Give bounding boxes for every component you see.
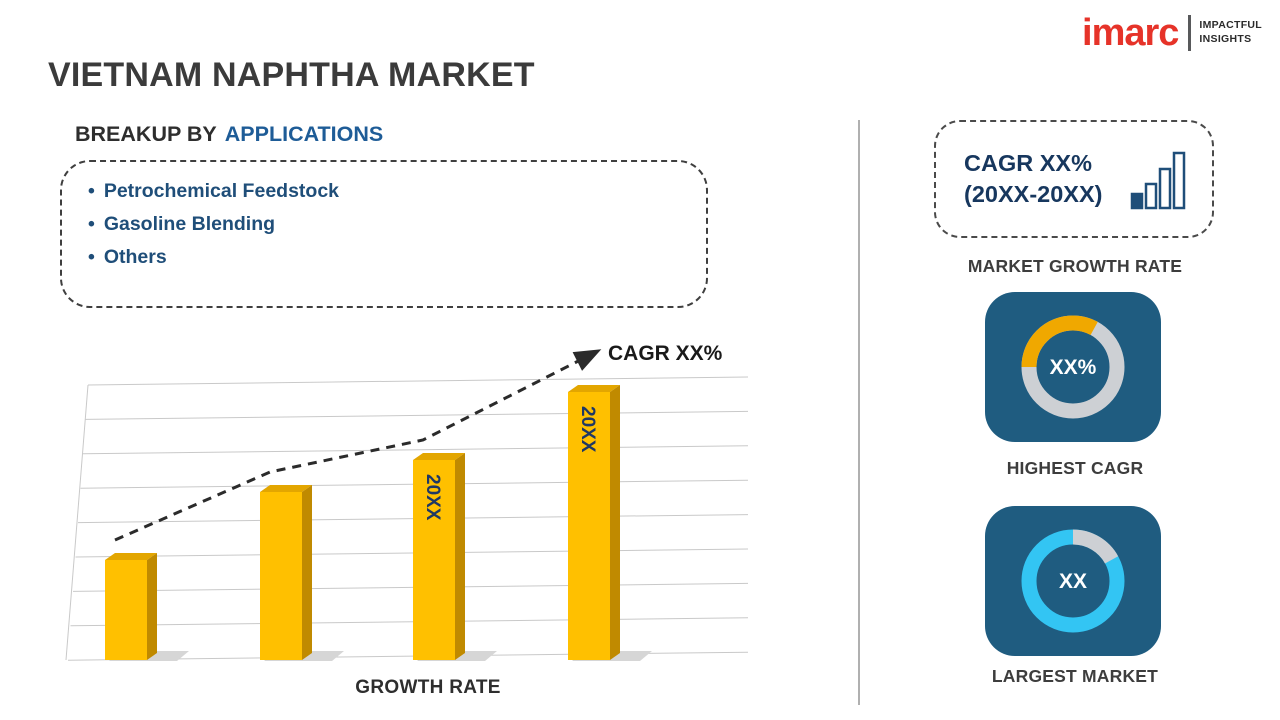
donut-largest-market: XX xyxy=(1021,529,1125,633)
caption-market-growth-rate: MARKET GROWTH RATE xyxy=(967,256,1183,276)
trend-cagr-label: CAGR XX% xyxy=(608,342,723,365)
imarc-logo: imarc IMPACTFUL INSIGHTS xyxy=(1082,14,1262,52)
breakup-heading: BREAKUP BY APPLICATIONS xyxy=(75,122,383,147)
cagr-card-line1: CAGR XX% xyxy=(964,150,1092,177)
logo-separator xyxy=(1188,15,1192,51)
section-divider xyxy=(858,120,860,705)
caption-largest-market: LARGEST MARKET xyxy=(991,666,1159,686)
donut-ring xyxy=(1021,529,1125,633)
logo-brand-text: imarc xyxy=(1082,12,1179,54)
chart-x-axis-label: GROWTH RATE xyxy=(355,677,501,698)
cagr-card-line2: (20XX-20XX) xyxy=(964,181,1103,207)
page-title: VIETNAM NAPHTHA MARKET xyxy=(48,56,535,94)
market-growth-rate-card: CAGR XX% (20XX-20XX) xyxy=(934,120,1214,238)
chart-gridlines xyxy=(65,376,749,661)
caption-highest-cagr: HIGHEST CAGR xyxy=(1006,458,1144,478)
application-item: Gasoline Blending xyxy=(88,213,686,236)
applications-box: Petrochemical Feedstock Gasoline Blendin… xyxy=(60,160,708,308)
donut-highest-cagr: XX% xyxy=(1021,315,1125,419)
applications-list: Petrochemical Feedstock Gasoline Blendin… xyxy=(88,180,686,269)
application-item: Others xyxy=(88,246,686,269)
chart-bars: 20XX 20XX xyxy=(105,349,652,661)
tile-highest-cagr: XX% xyxy=(985,292,1161,442)
breakup-heading-highlight: APPLICATIONS xyxy=(224,122,384,146)
cagr-card-text: CAGR XX% (20XX-20XX) xyxy=(964,148,1102,209)
bar-year-label: 20XX xyxy=(422,474,443,521)
application-item: Petrochemical Feedstock xyxy=(88,180,686,203)
growth-rate-chart: 20XX 20XX CAGR XX% xyxy=(48,330,828,675)
growth-bars-icon xyxy=(1130,151,1186,210)
largest-market-value: XX xyxy=(1059,570,1087,593)
breakup-heading-prefix: BREAKUP BY xyxy=(75,122,217,146)
logo-tagline-line1: IMPACTFUL xyxy=(1199,19,1262,32)
tile-largest-market: XX xyxy=(985,506,1161,656)
donut-arc xyxy=(1021,315,1125,419)
logo-tagline: IMPACTFUL INSIGHTS xyxy=(1199,19,1262,46)
logo-tagline-line2: INSIGHTS xyxy=(1199,33,1252,45)
highest-cagr-value: XX% xyxy=(1050,356,1097,379)
bar-year-label: 20XX xyxy=(577,406,598,453)
bar-chart-svg: 20XX 20XX CAGR XX% xyxy=(65,342,749,661)
